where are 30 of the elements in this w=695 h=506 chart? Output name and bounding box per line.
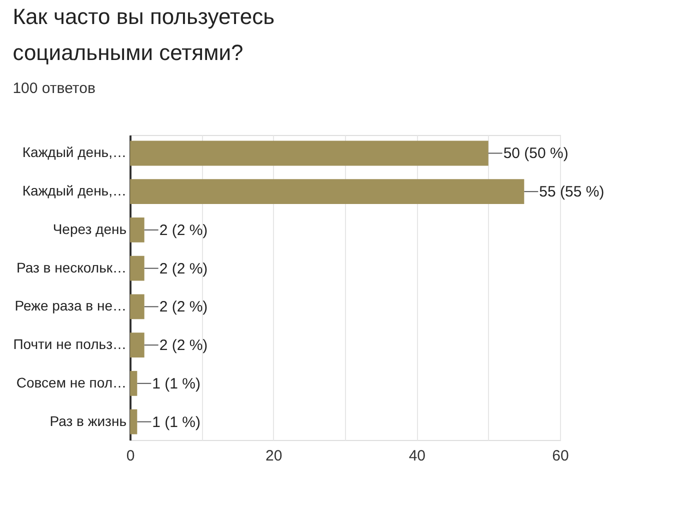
bar	[130, 140, 488, 166]
data-label: 50 (50 %)	[503, 145, 568, 162]
bar	[130, 217, 144, 242]
bar	[130, 409, 138, 434]
bar	[130, 370, 138, 396]
y-tick-label: Каждый день,…	[22, 182, 126, 199]
chart-title: Как часто вы пользуетесь социальными сетями?	[12, 4, 275, 65]
chart-subtitle: 100 ответов	[12, 80, 96, 97]
y-tick-label: Почти не польз…	[13, 336, 126, 352]
y-tick-label: Совсем не пол…	[16, 374, 126, 390]
y-tick-label: Каждый день,…	[22, 144, 126, 160]
data-label: 2 (2 %)	[159, 222, 208, 239]
y-tick-label: Реже раза в не…	[14, 298, 126, 314]
data-label: 2 (2 %)	[159, 298, 208, 316]
data-label: 2 (2 %)	[159, 337, 208, 354]
bar	[130, 332, 144, 358]
x-tick-label: 40	[408, 448, 426, 464]
x-tick-label: 0	[126, 448, 135, 464]
data-label: 1 (1 %)	[152, 414, 201, 431]
x-tick-label: 60	[552, 448, 569, 464]
data-label: 55 (55 %)	[539, 184, 604, 201]
bar	[130, 179, 524, 204]
x-tick-label: 20	[265, 448, 282, 464]
data-label: 2 (2 %)	[159, 260, 208, 278]
y-tick-label: Через день	[52, 220, 126, 237]
bar	[130, 256, 144, 281]
data-label: 1 (1 %)	[152, 375, 201, 392]
bar	[130, 294, 144, 320]
y-tick-label: Раз в нескольк…	[16, 259, 126, 276]
y-tick-label: Раз в жизнь	[50, 412, 126, 429]
